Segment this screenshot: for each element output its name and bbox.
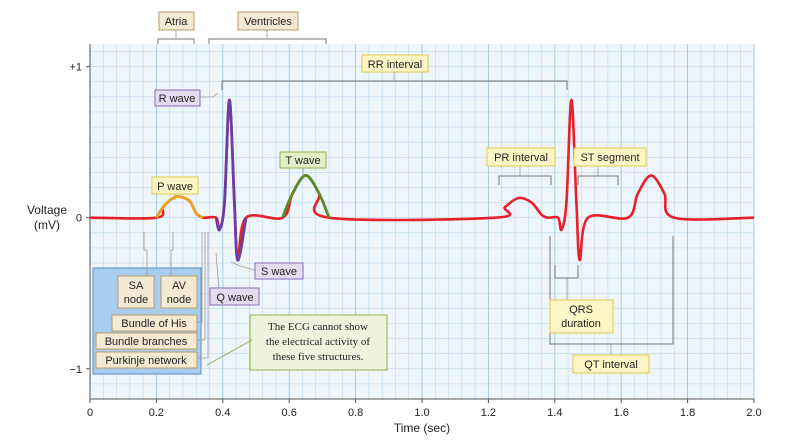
x-tick-labels: 0 0.2 0.4 0.6 0.8 1.0 1.2 1.4 1.6 1.8 2.0 bbox=[87, 399, 762, 419]
av-node-label: AV node bbox=[160, 275, 198, 309]
bundle-of-his-label: Bundle of His bbox=[111, 314, 198, 332]
x-tick-label: 0.6 bbox=[282, 407, 297, 419]
svg-text:Atria: Atria bbox=[165, 16, 189, 28]
svg-text:the electrical activity of: the electrical activity of bbox=[266, 336, 370, 348]
s-wave-label: S wave bbox=[254, 262, 304, 280]
svg-text:ST segment: ST segment bbox=[580, 152, 639, 164]
x-tick-label: 1.6 bbox=[614, 407, 629, 419]
x-tick-label: 0.4 bbox=[215, 407, 230, 419]
ecg-trace bbox=[89, 98, 755, 262]
y-tick-labels: +1 0 −1 bbox=[69, 62, 90, 376]
x-tick-label: 1.0 bbox=[414, 407, 429, 419]
svg-text:S wave: S wave bbox=[261, 266, 297, 278]
ventricles-label: Ventricles bbox=[237, 11, 299, 31]
svg-text:duration: duration bbox=[561, 318, 601, 330]
y-axis-label-line2: (mV) bbox=[34, 218, 60, 232]
svg-text:QRS: QRS bbox=[569, 304, 593, 316]
y-axis-label-line1: Voltage bbox=[27, 203, 67, 217]
x-tick-label: 1.8 bbox=[680, 407, 695, 419]
svg-text:Ventricles: Ventricles bbox=[244, 16, 292, 28]
note-arrow bbox=[206, 339, 253, 366]
x-tick-label: 0 bbox=[87, 407, 93, 419]
svg-text:The ECG cannot show: The ECG cannot show bbox=[268, 321, 368, 333]
x-tick-label: 2.0 bbox=[746, 407, 761, 419]
svg-text:PR interval: PR interval bbox=[494, 152, 548, 164]
svg-text:R wave: R wave bbox=[159, 93, 196, 105]
svg-text:Bundle branches: Bundle branches bbox=[105, 336, 188, 348]
svg-text:Bundle of His: Bundle of His bbox=[121, 318, 187, 330]
svg-text:these five structures.: these five structures. bbox=[273, 351, 364, 363]
sa-node-label: SA node bbox=[117, 275, 155, 309]
y-tick-label: +1 bbox=[69, 62, 82, 74]
q-wave-label: Q wave bbox=[209, 287, 260, 306]
svg-text:QT interval: QT interval bbox=[584, 359, 638, 371]
qrs-complex-segment bbox=[214, 98, 248, 262]
bundle-branches-label: Bundle branches bbox=[95, 332, 198, 350]
purkinje-network-label: Purkinje network bbox=[95, 351, 198, 369]
conduction-leader-lines bbox=[143, 232, 209, 359]
x-tick-label: 0.8 bbox=[348, 407, 363, 419]
svg-text:node: node bbox=[124, 294, 148, 306]
p-wave-label: P wave bbox=[151, 176, 199, 195]
x-tick-label: 1.2 bbox=[481, 407, 496, 419]
svg-text:P wave: P wave bbox=[157, 181, 193, 193]
svg-text:AV: AV bbox=[172, 280, 187, 292]
interval-brackets bbox=[157, 38, 674, 345]
x-axis-label: Time (sec) bbox=[394, 421, 450, 435]
ecg-note: The ECG cannot show the electrical activ… bbox=[249, 314, 388, 371]
pr-interval-label: PR interval bbox=[486, 147, 556, 167]
qt-interval-label: QT interval bbox=[572, 354, 650, 374]
r-wave-label: R wave bbox=[154, 89, 201, 107]
svg-text:Q wave: Q wave bbox=[216, 292, 253, 304]
bracket-leaders bbox=[174, 30, 612, 355]
t-wave-label: T wave bbox=[279, 151, 327, 169]
t-wave-segment bbox=[281, 173, 331, 219]
svg-text:T wave: T wave bbox=[285, 155, 320, 167]
st-segment-label: ST segment bbox=[573, 147, 647, 167]
atria-label: Atria bbox=[158, 11, 195, 31]
svg-text:SA: SA bbox=[129, 280, 144, 292]
qrs-duration-label: QRS duration bbox=[549, 299, 614, 334]
y-tick-label: 0 bbox=[76, 213, 82, 225]
x-tick-label: 1.4 bbox=[547, 407, 562, 419]
y-tick-label: −1 bbox=[69, 364, 82, 376]
svg-text:node: node bbox=[167, 294, 191, 306]
svg-text:Purkinje network: Purkinje network bbox=[105, 355, 187, 367]
rr-interval-label: RR interval bbox=[361, 54, 429, 73]
x-tick-label: 0.2 bbox=[149, 407, 164, 419]
svg-text:RR interval: RR interval bbox=[368, 59, 422, 71]
p-wave-segment bbox=[155, 194, 204, 219]
